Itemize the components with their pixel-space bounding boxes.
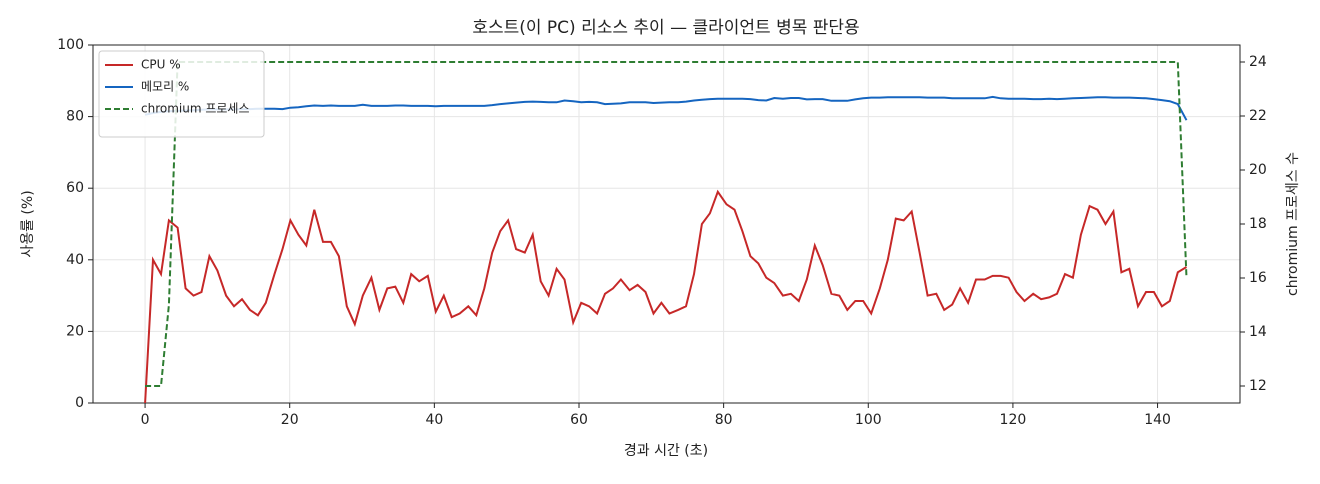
y-tick-label: 20 bbox=[66, 323, 84, 339]
legend-label: CPU % bbox=[141, 58, 181, 72]
x-tick-label: 140 bbox=[1144, 412, 1171, 428]
y2-axis-label: chromium 프로세스 수 bbox=[1285, 152, 1301, 296]
y-axis-label: 사용률 (%) bbox=[20, 190, 36, 257]
y2-tick-label: 24 bbox=[1249, 54, 1267, 70]
x-tick-label: 80 bbox=[715, 412, 733, 428]
x-tick-label: 60 bbox=[570, 412, 588, 428]
y2-tick-label: 12 bbox=[1249, 378, 1267, 394]
y-tick-label: 60 bbox=[66, 180, 84, 196]
x-tick-label: 40 bbox=[425, 412, 443, 428]
y2-tick-label: 22 bbox=[1249, 108, 1267, 124]
x-tick-label: 120 bbox=[1000, 412, 1027, 428]
data-line bbox=[145, 61, 1188, 387]
legend-label: chromium 프로세스 bbox=[141, 102, 250, 116]
y-tick-label: 0 bbox=[75, 395, 84, 411]
x-axis-label: 경과 시간 (초) bbox=[624, 443, 708, 459]
legend: CPU % 메모리 % chromium 프로세스 bbox=[98, 50, 265, 138]
y2-tick-label: 18 bbox=[1249, 216, 1267, 232]
y2-tick-label: 16 bbox=[1249, 270, 1267, 286]
legend-box bbox=[98, 50, 265, 138]
y-tick-label: 100 bbox=[57, 37, 84, 53]
x-tick-label: 0 bbox=[141, 412, 150, 428]
y-tick-label: 40 bbox=[66, 252, 84, 268]
plot-frame bbox=[92, 44, 1241, 404]
x-tick-label: 20 bbox=[281, 412, 299, 428]
y2-tick-label: 20 bbox=[1249, 162, 1267, 178]
data-line bbox=[144, 189, 1188, 404]
x-tick-label: 100 bbox=[855, 412, 882, 428]
legend-label: 메모리 % bbox=[141, 80, 189, 94]
y2-tick-label: 14 bbox=[1249, 324, 1267, 340]
data-line bbox=[144, 95, 1188, 121]
y-tick-label: 80 bbox=[66, 109, 84, 125]
chart-title: 호스트(이 PC) 리소스 추이 — 클라이언트 병목 판단용 bbox=[472, 18, 859, 38]
